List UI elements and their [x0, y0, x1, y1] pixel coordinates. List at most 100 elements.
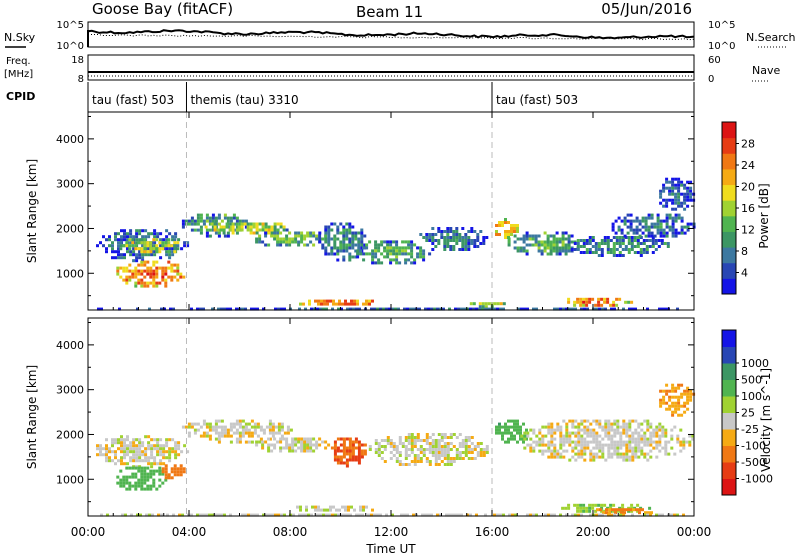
range-gate-cell [501, 221, 504, 224]
range-gate-cell [138, 232, 142, 236]
range-gate-cell [166, 513, 169, 517]
range-gate-cell [229, 428, 233, 432]
range-gate-cell [344, 505, 347, 509]
range-gate-cell [348, 443, 352, 447]
range-gate-cell [625, 449, 629, 453]
noise-left-tick-top: 10^5 [57, 20, 84, 31]
range-gate-cell [665, 383, 669, 387]
range-gate-cell [196, 513, 199, 517]
range-gate-cell [528, 237, 532, 241]
range-gate-cell [246, 222, 250, 226]
range-gate-cell [117, 447, 120, 451]
range-gate-cell [170, 278, 174, 282]
range-gate-cell [131, 238, 135, 242]
range-gate-cell [576, 245, 580, 248]
range-gate-cell [282, 437, 286, 441]
range-gate-cell [354, 243, 358, 247]
range-gate-cell [267, 449, 271, 453]
range-gate-cell [547, 422, 551, 426]
range-gate-cell [97, 307, 100, 311]
range-gate-cell [140, 263, 144, 267]
range-gate-cell [223, 216, 227, 220]
range-gate-cell [634, 440, 638, 444]
range-gate-cell [371, 299, 374, 303]
range-gate-cell [680, 216, 684, 220]
range-gate-cell [204, 225, 208, 229]
range-gate-cell [156, 232, 160, 236]
range-gate-cell [513, 234, 517, 238]
range-gate-cell [609, 239, 613, 242]
range-gate-cell [152, 238, 156, 242]
range-gate-cell [428, 252, 432, 256]
range-gate-cell [303, 440, 307, 444]
colorbar-swatch [722, 184, 736, 201]
range-gate-cell [602, 511, 605, 515]
range-gate-cell [196, 219, 200, 223]
range-gate-cell [196, 422, 200, 426]
range-gate-cell [327, 252, 331, 256]
colorbar-swatch [722, 330, 736, 347]
range-gate-cell [152, 272, 156, 276]
range-gate-cell [121, 513, 124, 517]
range-gate-cell [449, 433, 453, 436]
range-gate-cell [267, 446, 271, 450]
range-gate-cell [437, 433, 441, 436]
range-gate-cell [123, 438, 126, 442]
range-gate-cell [522, 237, 526, 241]
range-gate-cell [176, 247, 180, 251]
range-gate-cell [507, 428, 510, 432]
range-gate-cell [360, 443, 364, 447]
range-gate-cell [559, 434, 563, 438]
range-gate-cell [244, 307, 247, 311]
range-gate-cell [473, 245, 477, 248]
range-gate-cell [583, 419, 587, 423]
range-gate-cell [657, 245, 661, 248]
range-gate-cell [591, 236, 595, 239]
range-gate-cell [410, 255, 414, 259]
range-gate-cell [382, 307, 385, 311]
range-gate-cell [407, 436, 411, 439]
range-gate-cell [565, 440, 569, 444]
range-gate-cell [609, 251, 613, 254]
range-gate-cell [176, 269, 180, 273]
range-gate-cell [674, 207, 678, 211]
range-gate-cell [152, 478, 156, 482]
range-gate-cell [291, 237, 295, 241]
range-gate-cell [610, 446, 614, 450]
range-gate-cell [132, 235, 136, 239]
range-gate-cell [628, 428, 632, 432]
range-gate-cell [143, 275, 147, 279]
range-gate-cell [392, 442, 396, 445]
range-gate-cell [568, 443, 572, 447]
range-gate-cell [625, 458, 629, 462]
range-gate-cell [256, 307, 259, 311]
range-gate-cell [416, 454, 420, 457]
range-gate-cell [140, 278, 144, 282]
range-gate-cell [647, 511, 650, 515]
range-gate-cell [601, 455, 605, 459]
range-gate-cell [612, 509, 616, 513]
range-gate-cell [134, 472, 138, 476]
range-gate-cell [651, 245, 655, 248]
range-gate-cell [621, 248, 625, 251]
range-gate-cell [123, 441, 126, 445]
range-gate-cell [398, 246, 402, 250]
range-gate-cell [339, 455, 343, 459]
range-gate-cell [404, 436, 408, 439]
range-gate-cell [261, 443, 265, 447]
range-gate-cell [679, 449, 683, 453]
range-gate-cell [190, 228, 194, 232]
range-gate-cell [582, 242, 586, 245]
range-gate-cell [258, 240, 262, 244]
range-gate-cell [258, 228, 262, 232]
range-gate-cell [297, 234, 301, 238]
range-gate-cell [404, 249, 408, 253]
range-gate-cell [677, 395, 681, 399]
range-gate-cell [579, 251, 583, 254]
range-gate-cell [683, 186, 687, 190]
range-gate-cell [523, 437, 527, 441]
range-gate-cell [470, 442, 474, 445]
range-gate-cell [324, 225, 328, 229]
range-gate-cell [232, 422, 236, 426]
range-gate-cell [220, 419, 224, 423]
